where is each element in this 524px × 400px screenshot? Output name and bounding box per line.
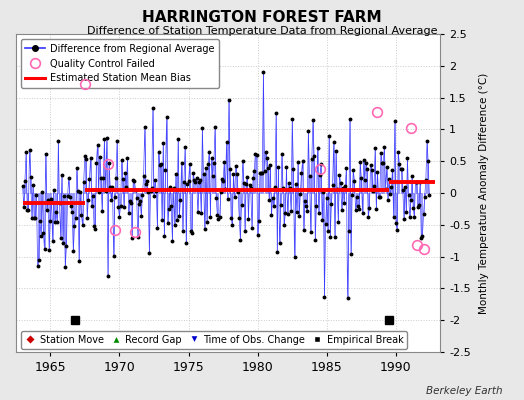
Text: Berkeley Earth: Berkeley Earth [427,386,503,396]
Legend: Station Move, Record Gap, Time of Obs. Change, Empirical Break: Station Move, Record Gap, Time of Obs. C… [20,331,407,349]
Text: HARRINGTON FOREST FARM: HARRINGTON FOREST FARM [142,10,382,25]
Text: Difference of Station Temperature Data from Regional Average: Difference of Station Temperature Data f… [87,26,437,36]
Y-axis label: Monthly Temperature Anomaly Difference (°C): Monthly Temperature Anomaly Difference (… [479,72,489,314]
